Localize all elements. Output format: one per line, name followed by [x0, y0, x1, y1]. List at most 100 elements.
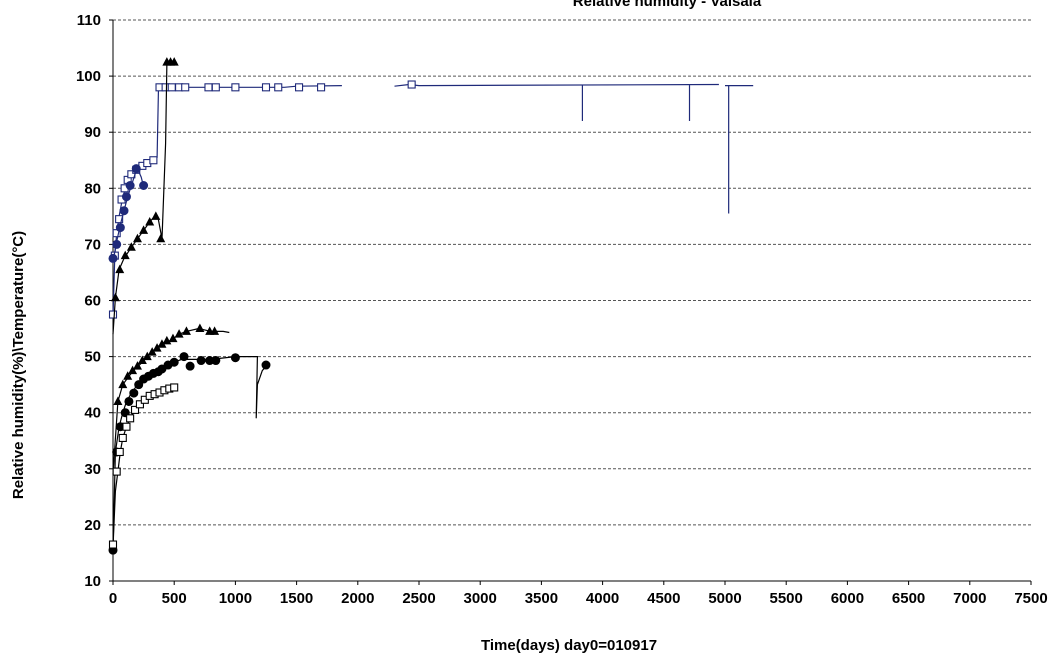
- data-point-triangle: [147, 347, 157, 356]
- x-tick-label: 4500: [647, 590, 680, 607]
- x-tick-label: 2000: [341, 590, 374, 607]
- data-point-square: [115, 447, 124, 457]
- x-tick-label: 5500: [770, 590, 803, 607]
- x-tick-label: 1500: [280, 590, 313, 607]
- data-point-triangle: [115, 264, 125, 274]
- data-point-triangle: [126, 242, 136, 251]
- data-point-circle: [131, 164, 141, 174]
- data-point-triangle: [120, 250, 130, 260]
- data-point-square: [204, 83, 213, 92]
- data-point-square: [126, 414, 135, 423]
- data-point-circle: [108, 253, 118, 263]
- series-line: [112, 167, 145, 262]
- data-point-circle: [230, 353, 240, 363]
- data-point-square: [118, 433, 127, 442]
- x-tick-label: 5000: [708, 590, 741, 607]
- y-tick-label: 50: [84, 349, 101, 366]
- data-point-square: [407, 80, 416, 89]
- data-point-square: [115, 215, 124, 224]
- data-point-triangle: [152, 343, 162, 352]
- data-point-circle: [211, 356, 221, 366]
- data-point-square: [231, 83, 240, 92]
- y-axis-label: Relative humidity(%)\Temperature(°C): [10, 231, 27, 499]
- data-point-triangle: [174, 329, 184, 338]
- y-tick-label: 110: [77, 12, 101, 29]
- x-tick-labels: 0 500 1000 1500 2000 2500 3000 3500 4000 4500 5000…: [109, 590, 1048, 607]
- data-point-circle: [139, 180, 149, 190]
- data-point-triangle: [123, 371, 133, 380]
- data-point-square: [112, 467, 121, 476]
- data-point-circle: [179, 352, 189, 362]
- data-point-square: [108, 310, 118, 319]
- y-tick-labels: 10 20 30 40 50 60 70 80 90 100 110: [76, 12, 101, 590]
- data-point-square: [108, 540, 118, 549]
- series-5: [108, 352, 271, 555]
- y-tick-label: 70: [84, 236, 101, 253]
- data-point-square: [122, 422, 131, 431]
- data-point-triangle: [132, 361, 142, 370]
- series-6: [108, 383, 179, 549]
- x-tick-label: 7500: [1014, 590, 1047, 607]
- data-point-circle: [261, 360, 271, 370]
- y-tick-label: 20: [84, 517, 101, 534]
- x-tick-label: 4000: [586, 590, 619, 607]
- data-point-triangle: [169, 57, 179, 66]
- data-point-triangle: [113, 396, 123, 405]
- data-point-triangle: [210, 326, 220, 335]
- data-point-triangle: [195, 323, 205, 333]
- data-point-triangle: [142, 351, 152, 361]
- series-2: [108, 164, 149, 263]
- data-point-circle: [125, 180, 135, 190]
- data-point-square: [149, 156, 158, 165]
- x-axis-label: Time(days) day0=010917: [481, 637, 657, 654]
- series-4: [112, 323, 230, 475]
- data-point-square: [170, 383, 179, 392]
- series-line: [394, 83, 719, 87]
- x-tick-label: 6500: [892, 590, 925, 607]
- x-tick-label: 3000: [464, 590, 497, 607]
- x-tick-label: 500: [162, 590, 187, 607]
- data-point-triangle: [139, 225, 149, 234]
- data-point-triangle: [181, 326, 191, 335]
- data-point-triangle: [118, 379, 128, 389]
- series-line: [112, 85, 342, 318]
- grid-lines: [113, 19, 1031, 526]
- series-1: [108, 80, 754, 319]
- data-point-circle: [129, 388, 139, 398]
- axes: [109, 19, 1032, 585]
- data-point-circle: [119, 206, 129, 216]
- y-tick-label: 60: [84, 293, 101, 310]
- x-tick-label: 1000: [219, 590, 252, 607]
- data-point-circle: [185, 361, 195, 371]
- data-point-triangle: [110, 292, 120, 302]
- data-point-circle: [115, 223, 125, 233]
- data-point-circle: [134, 380, 144, 390]
- data-point-triangle: [137, 355, 147, 365]
- y-tick-label: 80: [84, 180, 101, 197]
- data-point-triangle: [168, 333, 178, 343]
- y-tick-label: 90: [84, 124, 101, 141]
- data-point-circle: [124, 396, 134, 406]
- data-point-triangle: [145, 216, 155, 226]
- data-point-circle: [196, 356, 206, 366]
- data-point-square: [181, 83, 190, 92]
- x-tick-label: 2500: [402, 590, 435, 607]
- x-tick-label: 6000: [831, 590, 864, 607]
- series-3: [110, 57, 179, 335]
- data-point-triangle: [132, 233, 142, 243]
- data-point-square: [261, 83, 271, 92]
- data-point-triangle: [162, 335, 172, 345]
- data-point-circle: [121, 192, 131, 202]
- data-point-circle: [169, 357, 179, 367]
- data-point-square: [167, 83, 176, 92]
- y-tick-label: 100: [76, 68, 101, 85]
- data-point-circle: [112, 239, 122, 249]
- data-point-square: [130, 405, 140, 414]
- data-point-square: [294, 83, 304, 92]
- series-group: [108, 57, 754, 555]
- data-point-triangle: [151, 211, 161, 220]
- data-point-triangle: [157, 339, 167, 348]
- x-tick-label: 0: [109, 590, 117, 607]
- x-tick-label: 7000: [953, 590, 986, 607]
